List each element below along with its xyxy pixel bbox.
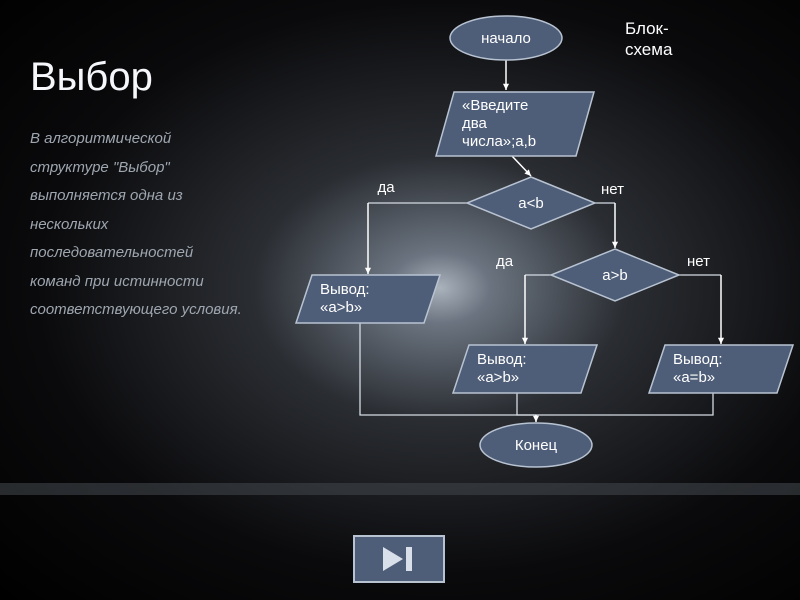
svg-text:числа»;a,b: числа»;a,b [462,133,536,150]
svg-text:нет: нет [687,253,710,270]
svg-text:«a>b»: «a>b» [320,299,362,316]
svg-text:«Введите: «Введите [462,97,528,114]
flowchart: да нет да нет начало «Введитедвачисла»;a,b a<b… [0,0,800,600]
svg-text:«a=b»: «a=b» [673,369,715,386]
svg-text:Вывод:: Вывод: [320,281,370,298]
svg-text:a<b: a<b [518,195,543,212]
skip-forward-icon [379,545,419,573]
next-button[interactable] [353,535,445,583]
svg-text:да: да [496,253,514,270]
svg-text:да: да [378,179,396,196]
svg-text:Вывод:: Вывод: [673,351,723,368]
svg-text:Конец: Конец [515,437,558,454]
svg-text:нет: нет [601,181,624,198]
svg-text:a>b: a>b [602,267,627,284]
svg-text:начало: начало [481,30,531,47]
svg-text:Вывод:: Вывод: [477,351,527,368]
svg-text:два: два [462,115,488,132]
divider [0,483,800,495]
svg-text:«a>b»: «a>b» [477,369,519,386]
